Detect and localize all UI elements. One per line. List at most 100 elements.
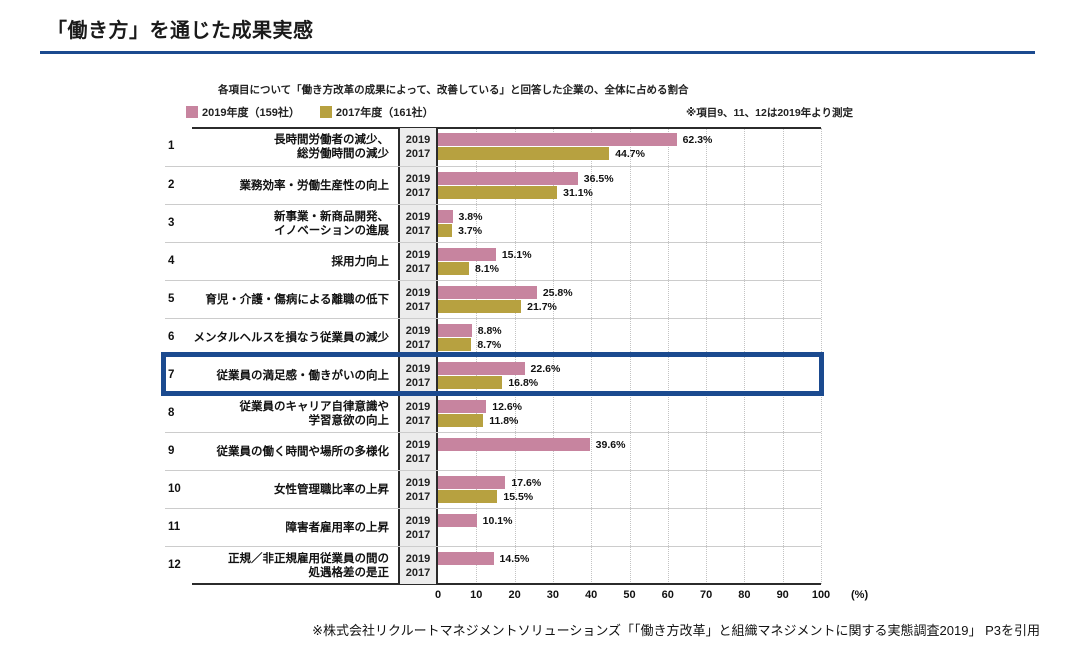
barline-2019: 25.8% — [438, 286, 821, 299]
year-label-2019: 2019 — [405, 362, 431, 375]
x-axis-tick: 80 — [738, 589, 751, 601]
bar-2019 — [438, 133, 677, 146]
table-row: 12 正規／非正規雇用従業員の間の 処遇格差の是正 2019 2017 14.5… — [165, 546, 821, 584]
x-axis-tick: 10 — [470, 589, 483, 601]
year-label-2019: 2019 — [405, 476, 431, 489]
table-row: 5 育児・介護・傷病による離職の低下 2019 2017 25.8% 21.7% — [165, 280, 821, 318]
barline-2017: 31.1% — [438, 186, 821, 199]
row-number: 9 — [168, 445, 175, 457]
bar-2019 — [438, 286, 537, 299]
bar-chart: 1 長時間労働者の減少、 総労働時間の減少 2019 2017 62.3% 44… — [161, 127, 868, 601]
x-axis-tick: 90 — [776, 589, 789, 601]
row-number: 11 — [168, 521, 181, 533]
x-axis-tick: 60 — [661, 589, 674, 601]
row-number: 3 — [168, 217, 175, 229]
bar-value-2019: 10.1% — [482, 514, 513, 527]
bar-2017 — [438, 376, 503, 389]
row-year-labels: 2019 2017 — [398, 547, 438, 584]
bar-value-2019: 8.8% — [477, 324, 502, 337]
x-axis-tick: 0 — [434, 589, 442, 601]
year-label-2017: 2017 — [405, 338, 431, 351]
row-label: 長時間労働者の減少、 総労働時間の減少 — [274, 134, 389, 160]
barline-2017: 11.8% — [438, 414, 821, 427]
year-label-2019: 2019 — [405, 324, 431, 337]
legend-swatch-2019-icon — [186, 106, 198, 118]
table-row: 1 長時間労働者の減少、 総労働時間の減少 2019 2017 62.3% 44… — [165, 128, 821, 166]
row-number: 1 — [168, 140, 175, 152]
bar-value-2017: 31.1% — [563, 186, 593, 199]
bar-value-2019: 17.6% — [511, 476, 542, 489]
bar-2019 — [438, 438, 590, 451]
row-number: 7 — [168, 369, 175, 381]
bar-value-2019: 14.5% — [499, 552, 530, 565]
barline-2019: 12.6% — [438, 400, 821, 413]
row-bars: 25.8% 21.7% — [438, 281, 821, 318]
year-label-2019: 2019 — [405, 172, 431, 185]
row-bars: 8.8% 8.7% — [438, 319, 821, 356]
year-label-2019: 2019 — [405, 134, 431, 146]
row-number: 12 — [168, 559, 181, 571]
row-number: 4 — [168, 255, 175, 267]
bar-2017 — [438, 338, 472, 351]
row-number: 5 — [168, 293, 175, 305]
row-bars: 39.6% — [438, 433, 821, 470]
bar-2019 — [438, 172, 578, 185]
bar-value-2019: 36.5% — [583, 172, 614, 185]
barline-2019: 15.1% — [438, 248, 821, 261]
barline-2017: 21.7% — [438, 300, 821, 313]
row-label: 従業員のキャリア自律意識や 学習意欲の向上 — [239, 400, 390, 427]
bar-value-2017: 16.8% — [508, 376, 539, 389]
barline-2019: 3.8% — [438, 210, 821, 223]
bar-2019 — [438, 514, 477, 527]
row-label: 正規／非正規雇用従業員の間の 処遇格差の是正 — [228, 552, 389, 579]
year-label-2019: 2019 — [405, 210, 431, 223]
bar-value-2017: 11.8% — [489, 414, 519, 427]
barline-2017: 8.1% — [438, 262, 821, 275]
bar-2019 — [438, 362, 525, 375]
legend-item-2019: 2019年度（159社） — [186, 104, 300, 120]
year-label-2019: 2019 — [405, 286, 431, 299]
title-underline — [40, 51, 1035, 54]
row-bars: 15.1% 8.1% — [438, 243, 821, 280]
year-label-2019: 2019 — [405, 552, 431, 565]
row-bars: 12.6% 11.8% — [438, 395, 821, 432]
gridline — [821, 128, 822, 584]
row-label: 従業員の満足感・働きがいの向上 — [216, 369, 390, 382]
bar-value-2017: 3.7% — [458, 224, 483, 237]
row-bars: 3.8% 3.7% — [438, 205, 821, 242]
row-bars: 17.6% 15.5% — [438, 471, 821, 508]
table-row: 3 新事業・新商品開発、 イノベーションの進展 2019 2017 3.8% 3… — [165, 204, 821, 242]
year-label-2017: 2017 — [405, 148, 431, 160]
row-label: 障害者雇用率の上昇 — [285, 521, 390, 534]
measurement-note: ※項目9、11、12は2019年より測定 — [686, 107, 853, 119]
year-label-2017: 2017 — [405, 414, 431, 427]
year-label-2017: 2017 — [405, 224, 431, 237]
legend-label-2019: 2019年度（159社） — [202, 107, 300, 119]
barline-2017: 16.8% — [438, 376, 821, 389]
year-label-2019: 2019 — [405, 514, 431, 527]
bar-2019 — [438, 400, 487, 413]
row-bars: 14.5% — [438, 547, 821, 584]
barline-2019: 8.8% — [438, 324, 821, 337]
year-label-2017: 2017 — [405, 528, 431, 541]
year-label-2017: 2017 — [405, 262, 431, 275]
row-year-labels: 2019 2017 — [398, 205, 438, 242]
table-row: 6 メンタルヘルスを損なう従業員の減少 2019 2017 8.8% 8.7% — [165, 318, 821, 356]
barline-2019: 39.6% — [438, 438, 821, 451]
barline-2019: 10.1% — [438, 514, 821, 527]
row-year-labels: 2019 2017 — [398, 319, 438, 356]
bar-value-2019: 39.6% — [595, 438, 626, 451]
legend-label-2017: 2017年度（161社） — [335, 107, 434, 119]
chart-rows: 1 長時間労働者の減少、 総労働時間の減少 2019 2017 62.3% 44… — [165, 128, 821, 584]
year-label-2017: 2017 — [405, 452, 431, 465]
x-axis-tick: 20 — [508, 589, 521, 601]
table-row: 4 採用力向上 2019 2017 15.1% 8.1% — [165, 242, 821, 280]
bar-value-2017: 8.1% — [475, 262, 499, 275]
row-label: 採用力向上 — [331, 255, 390, 268]
year-label-2017: 2017 — [405, 300, 431, 313]
year-label-2019: 2019 — [405, 248, 431, 261]
table-row: 8 従業員のキャリア自律意識や 学習意欲の向上 2019 2017 12.6% … — [165, 394, 821, 432]
row-year-labels: 2019 2017 — [398, 243, 438, 280]
row-bars: 22.6% 16.8% — [438, 357, 821, 394]
bar-value-2019: 25.8% — [542, 286, 573, 299]
